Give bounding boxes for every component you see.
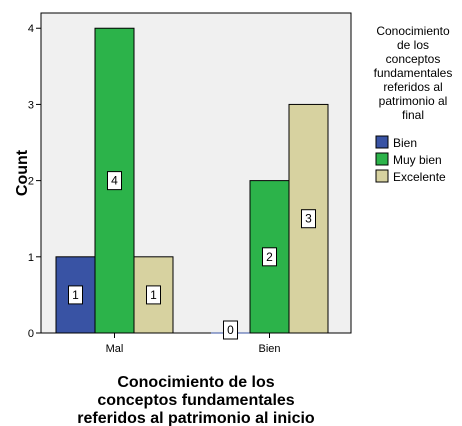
x-axis-title-line-2: conceptos fundamentales — [97, 392, 294, 409]
data-label-box — [262, 247, 277, 267]
legend-swatch — [375, 135, 389, 149]
legend-swatch — [375, 169, 389, 183]
legend-label: Muy bien — [393, 153, 442, 167]
y-tick-label: 4 — [28, 23, 34, 35]
legend-title-line-1: Conocimiento — [376, 24, 450, 38]
y-axis-ticks: 0 1 2 3 4 — [28, 23, 41, 340]
y-tick-label: 1 — [28, 252, 34, 264]
data-label-box — [146, 285, 161, 305]
legend-title-line-2: de los — [397, 38, 429, 52]
y-tick-label: 2 — [28, 176, 34, 188]
legend-label: Excelente — [393, 170, 446, 184]
legend-title-line-4: fundamentales — [374, 66, 453, 80]
data-label: 1 — [150, 288, 157, 302]
data-label-box — [107, 171, 122, 191]
x-axis-title-line-3: referidos al patrimonio al inicio — [77, 410, 315, 426]
x-tick-label: Mal — [106, 343, 124, 355]
legend-title-line-6: patrimonio al — [379, 94, 448, 108]
x-axis-title-line-1: Conocimiento de los — [117, 374, 274, 391]
data-label: 0 — [227, 323, 234, 337]
y-axis-title: Count — [14, 149, 31, 196]
data-label-box — [223, 320, 238, 340]
data-label-box — [68, 285, 83, 305]
y-tick-label: 0 — [28, 328, 34, 340]
legend-title-line-3: conceptos — [386, 52, 441, 66]
legend-swatch — [375, 152, 389, 166]
bar — [133, 256, 174, 334]
y-tick-label: 3 — [28, 99, 34, 111]
legend-label: Bien — [393, 136, 417, 150]
data-label-box — [301, 209, 316, 229]
legend-title-line-7: final — [402, 108, 424, 122]
legend-items: Bien Muy bien Excelente — [375, 135, 446, 184]
data-label: 1 — [72, 288, 79, 302]
legend-title-line-5: referidos al — [383, 80, 442, 94]
legend: Conocimiento de los conceptos fundamenta… — [374, 24, 453, 184]
x-tick-label: Bien — [258, 343, 280, 355]
data-label: 3 — [305, 212, 312, 226]
x-axis-ticks: Mal Bien — [106, 333, 281, 355]
data-label: 4 — [111, 174, 118, 188]
data-label: 2 — [266, 250, 273, 264]
